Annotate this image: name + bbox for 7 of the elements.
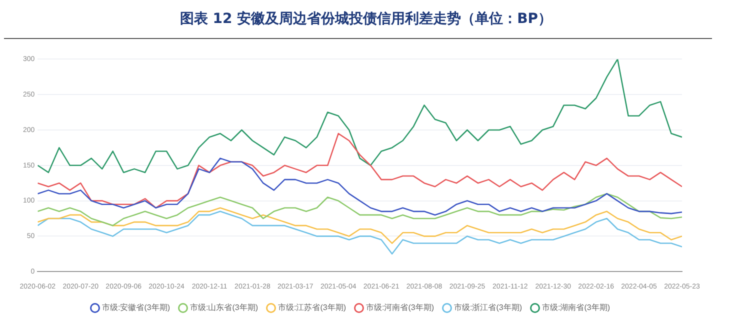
- legend-label: 市级:山东省(3年期): [190, 303, 258, 312]
- legend-label: 市级:安徽省(3年期): [102, 303, 170, 312]
- legend-label: 市级:浙江省(3年期): [454, 303, 522, 312]
- legend-label: 市级:湖南省(3年期): [542, 303, 610, 312]
- legend-label: 市级:江苏省(3年期): [278, 303, 346, 312]
- legend-label: 市级:河南省(3年期): [366, 303, 434, 312]
- chart-title: 图表 12 安徽及周边省份城投债信用利差走势（单位：BP）: [178, 10, 554, 28]
